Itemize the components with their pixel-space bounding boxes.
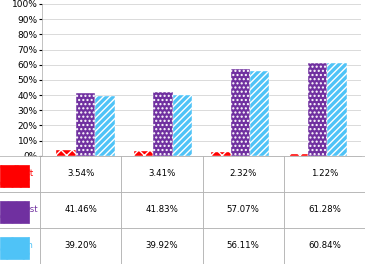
Bar [134, 150, 153, 156]
Bar [57, 150, 76, 156]
Bar [153, 92, 173, 156]
Bar [76, 93, 95, 156]
Bar [308, 63, 327, 156]
Bar [327, 63, 347, 156]
Bar [173, 95, 192, 156]
Bar [250, 70, 269, 156]
Bar [231, 69, 250, 156]
Bar [0, 201, 29, 223]
Bar [211, 152, 231, 156]
Bar [0, 165, 29, 187]
Bar [0, 237, 29, 259]
Bar [95, 96, 115, 156]
Bar [289, 154, 308, 156]
